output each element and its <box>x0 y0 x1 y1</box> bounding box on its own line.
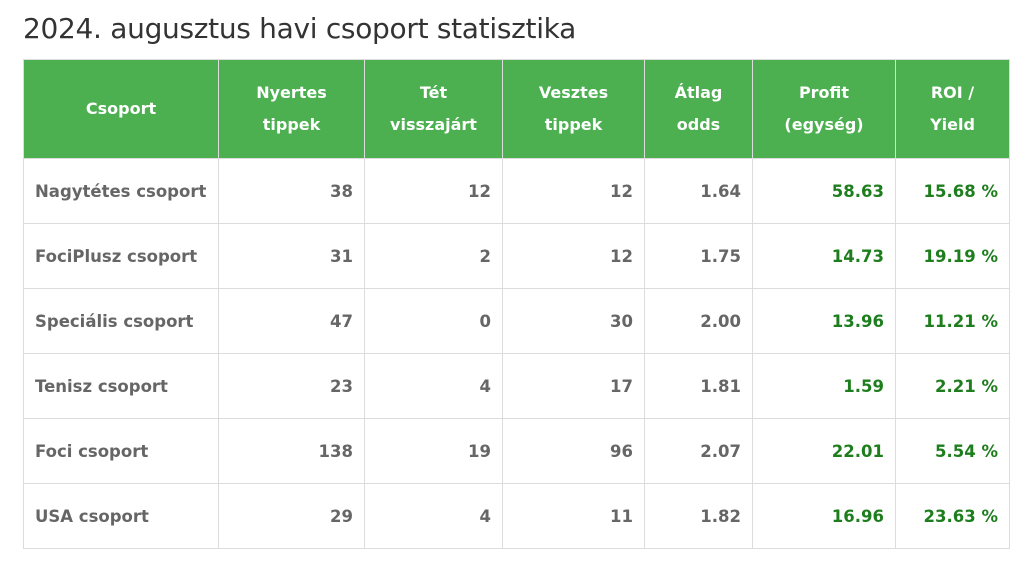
cell-returned: 19 <box>364 418 503 484</box>
cell-wins: 31 <box>218 223 365 289</box>
header-label: tippek <box>544 115 603 134</box>
header-label: visszajárt <box>390 115 477 134</box>
cell-wins: 23 <box>218 353 365 419</box>
cell-profit: 13.96 <box>752 288 896 354</box>
cell-group: Tenisz csoport <box>23 353 219 419</box>
header-label: Átlag <box>674 83 723 102</box>
header-label: Yield <box>930 115 975 134</box>
group-stats-table: Csoport Nyertes tippek Tét visszajárt Vesz… <box>23 59 1010 549</box>
cell-roi: 5.54 % <box>895 418 1010 484</box>
cell-avg-odds: 1.82 <box>644 483 753 549</box>
cell-losses: 12 <box>502 223 645 289</box>
cell-returned: 0 <box>364 288 503 354</box>
header-tet-visszajart: Tét visszajárt <box>364 59 503 159</box>
header-label: odds <box>676 115 721 134</box>
cell-group: USA csoport <box>23 483 219 549</box>
cell-returned: 2 <box>364 223 503 289</box>
cell-avg-odds: 1.75 <box>644 223 753 289</box>
cell-losses: 17 <box>502 353 645 419</box>
table-row: Foci csoport 138 19 96 2.07 22.01 5.54 % <box>23 418 1010 484</box>
cell-losses: 96 <box>502 418 645 484</box>
header-label: tippek <box>262 115 321 134</box>
header-roi-yield: ROI / Yield <box>895 59 1010 159</box>
cell-profit: 14.73 <box>752 223 896 289</box>
cell-returned: 12 <box>364 158 503 224</box>
cell-roi: 2.21 % <box>895 353 1010 419</box>
cell-roi: 23.63 % <box>895 483 1010 549</box>
header-label: ROI / <box>930 83 975 102</box>
cell-losses: 12 <box>502 158 645 224</box>
cell-profit: 22.01 <box>752 418 896 484</box>
header-vesztes-tippek: Vesztes tippek <box>502 59 645 159</box>
table-row: USA csoport 29 4 11 1.82 16.96 23.63 % <box>23 483 1010 549</box>
cell-losses: 11 <box>502 483 645 549</box>
cell-roi: 19.19 % <box>895 223 1010 289</box>
cell-losses: 30 <box>502 288 645 354</box>
table-row: Nagytétes csoport 38 12 12 1.64 58.63 15… <box>23 158 1010 224</box>
cell-group: Foci csoport <box>23 418 219 484</box>
cell-avg-odds: 1.64 <box>644 158 753 224</box>
cell-wins: 29 <box>218 483 365 549</box>
header-profit: Profit (egység) <box>752 59 896 159</box>
header-label: Tét <box>419 83 448 102</box>
header-nyertes-tippek: Nyertes tippek <box>218 59 365 159</box>
header-label: Vesztes <box>538 83 609 102</box>
cell-wins: 138 <box>218 418 365 484</box>
cell-profit: 1.59 <box>752 353 896 419</box>
table-header-row: Csoport Nyertes tippek Tét visszajárt Vesz… <box>23 59 1010 159</box>
cell-group: Speciális csoport <box>23 288 219 354</box>
cell-profit: 16.96 <box>752 483 896 549</box>
cell-group: Nagytétes csoport <box>23 158 219 224</box>
header-label: Nyertes <box>256 83 327 102</box>
cell-wins: 47 <box>218 288 365 354</box>
table-row: Speciális csoport 47 0 30 2.00 13.96 11.… <box>23 288 1010 354</box>
page-title: 2024. augusztus havi csoport statisztika <box>23 12 576 45</box>
header-label: Profit <box>798 83 850 102</box>
cell-avg-odds: 2.00 <box>644 288 753 354</box>
header-atlag-odds: Átlag odds <box>644 59 753 159</box>
table-row: Tenisz csoport 23 4 17 1.81 1.59 2.21 % <box>23 353 1010 419</box>
cell-group: FociPlusz csoport <box>23 223 219 289</box>
header-label: Csoport <box>85 99 157 118</box>
cell-avg-odds: 1.81 <box>644 353 753 419</box>
header-csoport: Csoport <box>23 59 219 159</box>
cell-profit: 58.63 <box>752 158 896 224</box>
cell-avg-odds: 2.07 <box>644 418 753 484</box>
cell-roi: 15.68 % <box>895 158 1010 224</box>
cell-roi: 11.21 % <box>895 288 1010 354</box>
table-row: FociPlusz csoport 31 2 12 1.75 14.73 19.… <box>23 223 1010 289</box>
header-label: (egység) <box>784 115 864 134</box>
cell-wins: 38 <box>218 158 365 224</box>
cell-returned: 4 <box>364 483 503 549</box>
cell-returned: 4 <box>364 353 503 419</box>
